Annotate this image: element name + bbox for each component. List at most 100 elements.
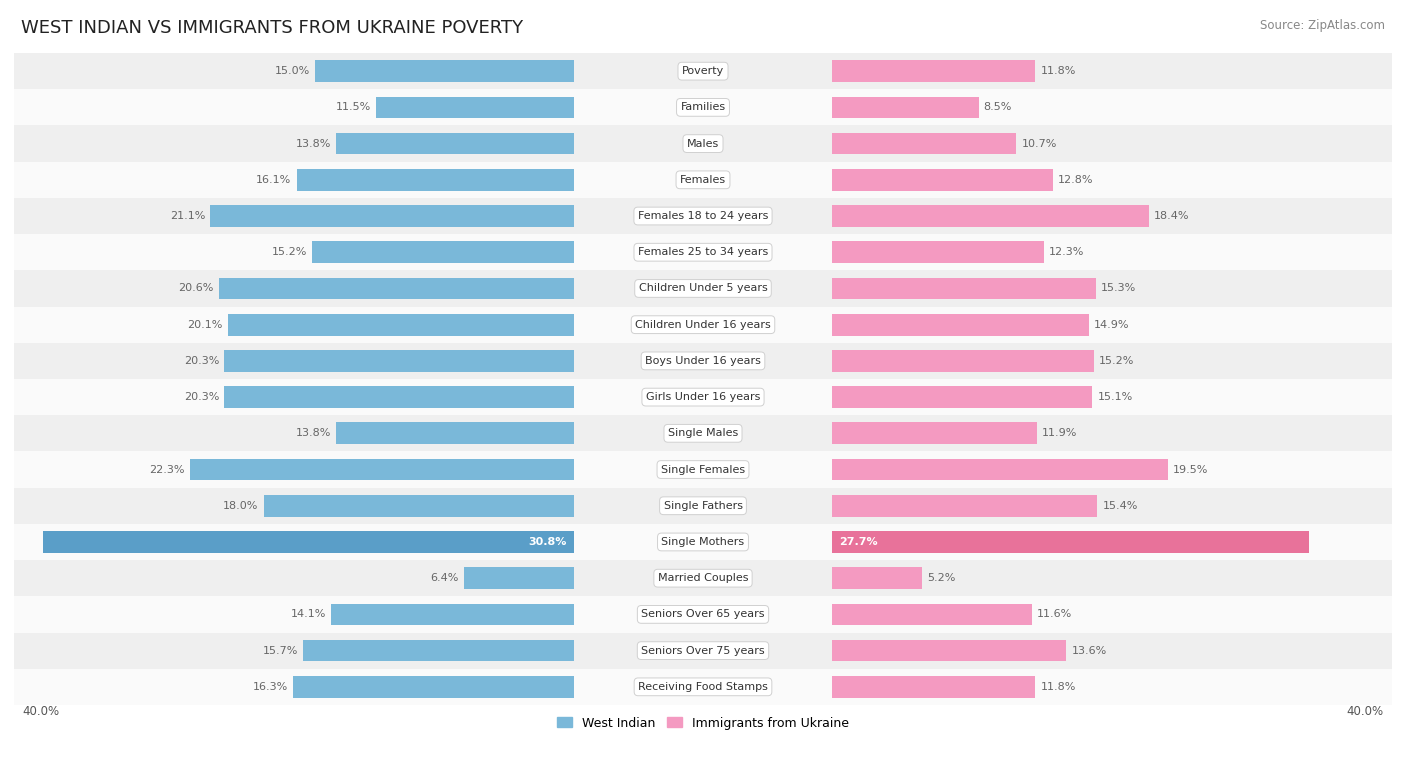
Text: 5.2%: 5.2% (927, 573, 955, 583)
Text: Seniors Over 65 years: Seniors Over 65 years (641, 609, 765, 619)
Bar (297, 169, 574, 191)
Text: Married Couples: Married Couples (658, 573, 748, 583)
Text: Receiving Food Stamps: Receiving Food Stamps (638, 682, 768, 692)
Bar (832, 241, 1045, 263)
Text: 15.7%: 15.7% (263, 646, 298, 656)
Text: Females 18 to 24 years: Females 18 to 24 years (638, 211, 768, 221)
Text: 21.1%: 21.1% (170, 211, 205, 221)
Text: 15.3%: 15.3% (1101, 283, 1136, 293)
Text: Boys Under 16 years: Boys Under 16 years (645, 356, 761, 366)
Bar (304, 640, 574, 662)
Bar (14, 379, 1392, 415)
Bar (832, 531, 1309, 553)
Bar (832, 422, 1038, 444)
Bar (14, 343, 1392, 379)
Bar (14, 234, 1392, 271)
Text: 20.6%: 20.6% (179, 283, 214, 293)
Text: Females: Females (681, 175, 725, 185)
Bar (832, 61, 1035, 82)
Text: WEST INDIAN VS IMMIGRANTS FROM UKRAINE POVERTY: WEST INDIAN VS IMMIGRANTS FROM UKRAINE P… (21, 19, 523, 37)
Text: Single Females: Single Females (661, 465, 745, 475)
Text: 18.0%: 18.0% (224, 501, 259, 511)
Bar (228, 314, 574, 336)
Bar (219, 277, 574, 299)
Bar (224, 387, 574, 408)
Bar (832, 387, 1092, 408)
Bar (832, 495, 1098, 517)
Text: 12.8%: 12.8% (1057, 175, 1094, 185)
Text: 15.0%: 15.0% (276, 66, 311, 76)
Bar (832, 567, 922, 589)
Text: 15.1%: 15.1% (1098, 392, 1133, 402)
Bar (14, 53, 1392, 89)
Text: 15.2%: 15.2% (271, 247, 307, 257)
Text: Single Males: Single Males (668, 428, 738, 438)
Bar (14, 632, 1392, 669)
Bar (330, 603, 574, 625)
Bar (375, 96, 574, 118)
Text: 8.5%: 8.5% (984, 102, 1012, 112)
Bar (14, 89, 1392, 126)
Bar (44, 531, 574, 553)
Text: 11.8%: 11.8% (1040, 682, 1076, 692)
Bar (14, 560, 1392, 597)
Text: 30.8%: 30.8% (529, 537, 567, 547)
Text: Children Under 5 years: Children Under 5 years (638, 283, 768, 293)
Text: 22.3%: 22.3% (149, 465, 184, 475)
Text: 27.7%: 27.7% (839, 537, 877, 547)
Text: 16.3%: 16.3% (253, 682, 288, 692)
Text: Source: ZipAtlas.com: Source: ZipAtlas.com (1260, 19, 1385, 32)
Bar (832, 133, 1017, 155)
Text: 40.0%: 40.0% (22, 705, 60, 718)
Bar (292, 676, 574, 697)
Text: 12.3%: 12.3% (1049, 247, 1084, 257)
Bar (312, 241, 574, 263)
Text: Girls Under 16 years: Girls Under 16 years (645, 392, 761, 402)
Bar (832, 350, 1094, 371)
Text: Seniors Over 75 years: Seniors Over 75 years (641, 646, 765, 656)
Text: 20.3%: 20.3% (184, 356, 219, 366)
Legend: West Indian, Immigrants from Ukraine: West Indian, Immigrants from Ukraine (551, 712, 855, 735)
Text: Children Under 16 years: Children Under 16 years (636, 320, 770, 330)
Bar (832, 459, 1168, 481)
Text: 15.4%: 15.4% (1102, 501, 1137, 511)
Bar (224, 350, 574, 371)
Text: 13.8%: 13.8% (295, 428, 330, 438)
Text: 13.6%: 13.6% (1071, 646, 1107, 656)
Bar (14, 524, 1392, 560)
Text: 15.2%: 15.2% (1099, 356, 1135, 366)
Bar (264, 495, 574, 517)
Text: Single Fathers: Single Fathers (664, 501, 742, 511)
Text: 11.5%: 11.5% (336, 102, 371, 112)
Bar (14, 198, 1392, 234)
Bar (14, 669, 1392, 705)
Text: 13.8%: 13.8% (295, 139, 330, 149)
Text: 20.1%: 20.1% (187, 320, 222, 330)
Bar (832, 96, 979, 118)
Bar (14, 271, 1392, 306)
Text: 11.9%: 11.9% (1042, 428, 1077, 438)
Bar (832, 169, 1053, 191)
Bar (336, 422, 574, 444)
Bar (14, 306, 1392, 343)
Text: 6.4%: 6.4% (430, 573, 458, 583)
Bar (211, 205, 574, 227)
Text: 18.4%: 18.4% (1154, 211, 1189, 221)
Bar (832, 205, 1149, 227)
Bar (832, 640, 1066, 662)
Text: 14.9%: 14.9% (1094, 320, 1129, 330)
Text: 10.7%: 10.7% (1022, 139, 1057, 149)
Bar (14, 452, 1392, 487)
Text: Poverty: Poverty (682, 66, 724, 76)
Text: 20.3%: 20.3% (184, 392, 219, 402)
Text: 19.5%: 19.5% (1173, 465, 1209, 475)
Text: 11.8%: 11.8% (1040, 66, 1076, 76)
Bar (832, 314, 1088, 336)
Bar (832, 603, 1032, 625)
Text: Males: Males (688, 139, 718, 149)
Bar (832, 277, 1095, 299)
Bar (315, 61, 574, 82)
Text: 40.0%: 40.0% (1346, 705, 1384, 718)
Bar (14, 126, 1392, 161)
Bar (14, 597, 1392, 632)
